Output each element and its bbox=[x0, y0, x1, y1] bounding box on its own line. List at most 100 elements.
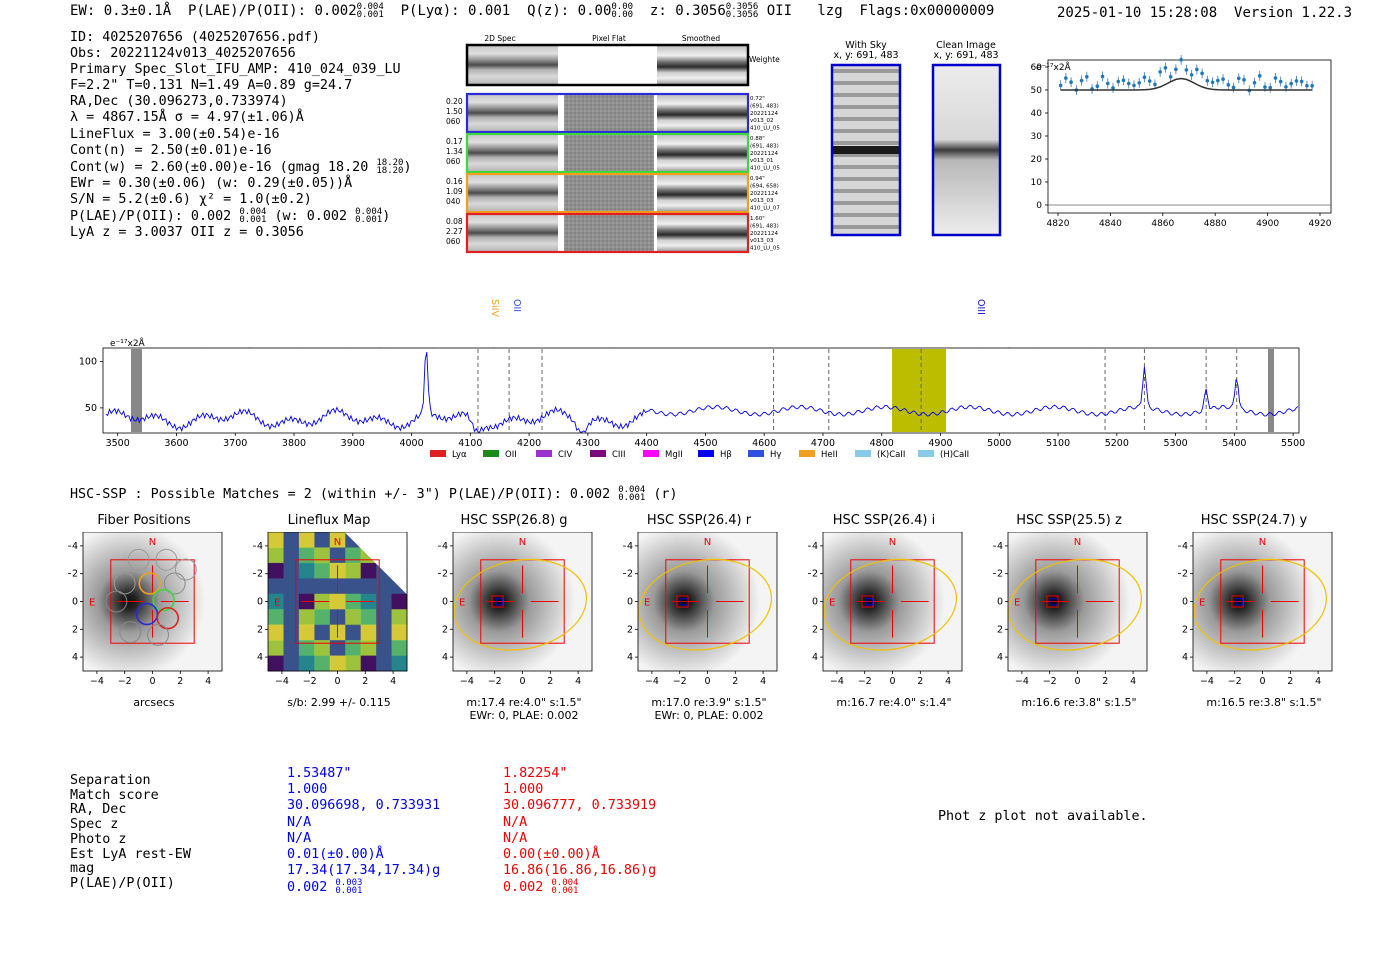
spectrum-xtick: 3600 bbox=[164, 438, 188, 449]
hsc-ytick: 4 bbox=[442, 652, 448, 663]
compass-north: N bbox=[1259, 537, 1266, 548]
hsc-panel-image: N E −4 4 −2 2 0 0 2 −2 4 −4 bbox=[1178, 532, 1333, 687]
hsc-xtick: −2 bbox=[488, 676, 502, 687]
hsc-panel-caption: m:17.4 re:4.0" s:1.5" bbox=[466, 696, 582, 709]
hsc-ytick: 0 bbox=[812, 597, 818, 608]
hsc-xtick: 0 bbox=[149, 676, 155, 687]
hsc-xtick: 0 bbox=[889, 676, 895, 687]
spectrum-xtick: 4700 bbox=[811, 438, 835, 449]
masked-region-left bbox=[131, 349, 142, 432]
clean-image-title: Clean Image bbox=[936, 40, 996, 51]
hsc-panel-image: N E −4 4 −2 2 0 0 2 −2 4 −4 bbox=[623, 532, 778, 687]
hsc-panel-title: HSC SSP(26.4) i bbox=[832, 513, 936, 528]
compass-east: E bbox=[644, 598, 650, 609]
info-lineflux: LineFlux = 3.00(±0.54)e-16 bbox=[70, 126, 280, 142]
cutout-left-label: 0.17 bbox=[446, 137, 463, 146]
hsc-panel-caption: m:17.0 re:3.9" s:1.5" bbox=[651, 696, 767, 709]
spectrum-xtick: 4900 bbox=[928, 438, 952, 449]
cutout-left-label: 060 bbox=[446, 117, 461, 126]
info-sn: S/N = 5.2(±0.6) χ² = 1.0(±0.2) bbox=[70, 191, 312, 207]
svg-text:(K)CaII: (K)CaII bbox=[877, 450, 905, 460]
cutout-right-label: v013_02 bbox=[750, 118, 774, 124]
zoom-xtick: 4840 bbox=[1099, 219, 1122, 229]
svg-text:Hβ: Hβ bbox=[720, 450, 732, 460]
hsc-xtick: −2 bbox=[858, 676, 872, 687]
hsc-ytick: 4 bbox=[997, 652, 1003, 663]
compass-north: N bbox=[149, 537, 156, 548]
compass-east: E bbox=[1014, 598, 1020, 609]
cutout-right-label: 0.94" bbox=[750, 176, 765, 182]
svg-text:OII: OII bbox=[505, 450, 517, 460]
hsc-ytick: 0 bbox=[72, 597, 78, 608]
hsc-xtick: 0 bbox=[334, 676, 340, 687]
hsc-xtick: −4 bbox=[275, 676, 289, 687]
hsc-xtick: −2 bbox=[303, 676, 317, 687]
spectrum-xtick: 3900 bbox=[341, 438, 365, 449]
hsc-ytick: 0 bbox=[627, 597, 633, 608]
hsc-ytick: −2 bbox=[68, 569, 78, 580]
zoom-ytick: 60 bbox=[1031, 63, 1043, 73]
hsc-xtick: 2 bbox=[177, 676, 183, 687]
spectrum-xtick: 5300 bbox=[1163, 438, 1187, 449]
zoom-unit: e⁻¹⁷x2Å bbox=[1036, 61, 1072, 73]
detection-window bbox=[892, 349, 946, 432]
compass-north: N bbox=[519, 537, 526, 548]
svg-text:CIV: CIV bbox=[558, 450, 572, 460]
with-sky-image bbox=[830, 63, 902, 237]
hsc-xtick: 4 bbox=[945, 676, 951, 687]
hsc-ytick: −2 bbox=[623, 569, 633, 580]
hsc-ytick: −4 bbox=[993, 541, 1003, 552]
hsc-ytick: −4 bbox=[1178, 541, 1188, 552]
cutout-left-label: 2.27 bbox=[446, 227, 463, 236]
hsc-xtick: 4 bbox=[1315, 676, 1321, 687]
spectrum-xtick: 5100 bbox=[1046, 438, 1070, 449]
hsc-ytick: 4 bbox=[812, 652, 818, 663]
hsc-ytick: 0 bbox=[442, 597, 448, 608]
hsc-ytick: 2 bbox=[72, 624, 78, 635]
hsc-xtick: 2 bbox=[732, 676, 738, 687]
hsc-xtick: −2 bbox=[118, 676, 132, 687]
with-sky-coords: x, y: 691, 483 bbox=[833, 50, 898, 61]
legend-item: Lyα bbox=[430, 450, 467, 460]
hsc-xtick: 2 bbox=[362, 676, 368, 687]
hsc-panel-image: N E −4 4 −2 2 0 0 2 −2 4 −4 bbox=[808, 532, 963, 687]
cutout-left-label: 1.50 bbox=[446, 107, 463, 116]
svg-text:Hγ: Hγ bbox=[770, 450, 781, 460]
info-obs: Obs: 20221124v013_4025207656 bbox=[70, 46, 296, 62]
cutout-right-label: (691, 483) bbox=[750, 103, 779, 109]
hsc-xtick: 4 bbox=[205, 676, 211, 687]
hsc-panel-caption-2: EWr: 0, PLAE: 0.002 bbox=[654, 709, 764, 722]
spectrum-xtick: 4500 bbox=[693, 438, 717, 449]
cutout-right-label: 410_LU_073 bbox=[750, 206, 780, 212]
hsc-ytick: 4 bbox=[1182, 652, 1188, 663]
spectrum-xtick: 5200 bbox=[1105, 438, 1129, 449]
spectrum-xtick: 4000 bbox=[399, 438, 423, 449]
zoom-ytick: 10 bbox=[1031, 178, 1043, 188]
spectrum-xtick: 4200 bbox=[517, 438, 541, 449]
svg-text:(H)CaII: (H)CaII bbox=[940, 450, 969, 460]
spectrum-unit: e⁻¹⁷x2Å bbox=[110, 337, 146, 349]
hsc-xtick: 0 bbox=[704, 676, 710, 687]
hsc-panel-title: HSC SSP(25.5) z bbox=[1016, 513, 1122, 528]
hsc-panel-caption: s/b: 2.99 +/- 0.115 bbox=[287, 696, 391, 709]
col-header-2dspec: 2D Spec bbox=[484, 34, 515, 43]
zoom-xtick: 4920 bbox=[1309, 219, 1332, 229]
weighted-sum-label: Weighted Sum bbox=[749, 55, 780, 64]
zoom-xtick: 4820 bbox=[1047, 219, 1070, 229]
cutout-left-label: 1.34 bbox=[446, 147, 463, 156]
hsc-panel-image: N E −4 4 −2 2 0 0 2 −2 4 −4 bbox=[438, 532, 593, 687]
hsc-xtick: 2 bbox=[917, 676, 923, 687]
hsc-ytick: −2 bbox=[253, 569, 263, 580]
header-summary: EW: 0.3±0.1Å P(LAE)/P(OII): 0.002 0.004 0.… bbox=[70, 2, 995, 20]
compass-east: E bbox=[1199, 598, 1205, 609]
spectrum-xtick: 4100 bbox=[458, 438, 482, 449]
hsc-xtick: −4 bbox=[460, 676, 474, 687]
spectrum-xtick: 5500 bbox=[1281, 438, 1305, 449]
zoom-ytick: 50 bbox=[1031, 86, 1043, 96]
hsc-ytick: 2 bbox=[257, 624, 263, 635]
zoom-fit-curve bbox=[1060, 77, 1313, 91]
hsc-panel-caption: m:16.7 re:4.0" s:1.4" bbox=[836, 696, 952, 709]
svg-text:CIII: CIII bbox=[612, 450, 625, 460]
spectrum-xtick: 3500 bbox=[106, 438, 130, 449]
info-lyaz: LyA z = 3.0037 OII z = 0.3056 bbox=[70, 225, 304, 241]
